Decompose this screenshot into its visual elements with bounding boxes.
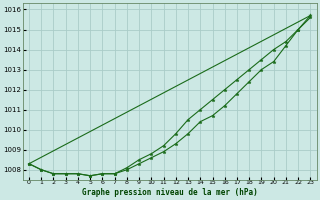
X-axis label: Graphe pression niveau de la mer (hPa): Graphe pression niveau de la mer (hPa) (82, 188, 258, 197)
